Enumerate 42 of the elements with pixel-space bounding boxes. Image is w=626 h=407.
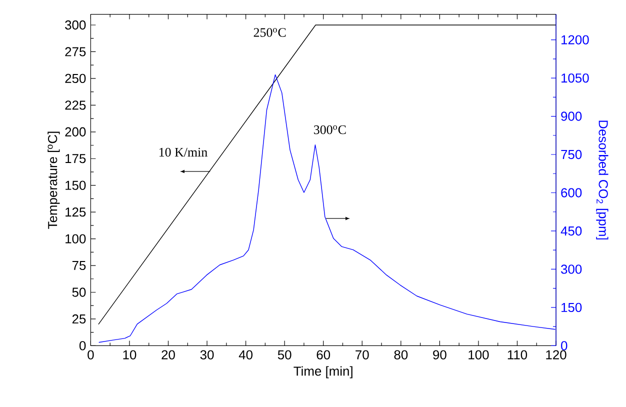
y-axis-title: Temperature [$^{o}$C] [48, 132, 60, 229]
annotation: 250$^{o}$C [254, 28, 286, 37]
y-tick-label: 225 [65, 100, 86, 110]
y-tick-label: 250 [65, 74, 86, 84]
y-tick-label: 25 [72, 314, 86, 324]
y-tick-label: 125 [66, 207, 86, 217]
y-tick-label: 150 [66, 180, 86, 190]
x-tick-label: 80 [394, 350, 408, 360]
y-tick-label: 50 [72, 288, 86, 297]
x-tick-label: 90 [433, 350, 446, 360]
y2-tick-label: 600 [561, 188, 582, 198]
y2-tick-label: 300 [561, 264, 582, 274]
y-tick-label: 275 [65, 47, 86, 56]
x-tick-label: 10 [123, 350, 136, 360]
x-tick-label: 60 [316, 350, 330, 360]
y-tick-label: 75 [72, 261, 86, 270]
line-series [98, 74, 556, 343]
y2-tick-label: 1050 [562, 73, 589, 83]
y-tick-label: 100 [66, 234, 86, 244]
y2-tick-label: 1200 [562, 35, 589, 44]
x-tick-label: 70 [356, 350, 369, 360]
x-tick-label: 40 [238, 350, 252, 360]
x-tick-label: 0 [88, 350, 94, 360]
annotation: 300$^{o}$C [314, 125, 346, 134]
y2-tick-label: 450 [560, 226, 582, 236]
x-tick-label: 100 [468, 350, 489, 360]
x-tick-label: 50 [278, 350, 292, 360]
y-tick-label: 300 [65, 20, 86, 30]
y-tick-label: 175 [66, 154, 86, 164]
annotation: 10 K/min [159, 148, 208, 157]
y-tick-label: 200 [65, 127, 86, 136]
x-tick-label: 20 [162, 350, 175, 360]
y2-tick-label: 150 [562, 302, 582, 312]
y2-axis-title: Desorbed CO$_{2}$ [ppm] [596, 120, 608, 240]
y2-tick-label: 0 [561, 341, 568, 350]
y-tick-label: 0 [79, 341, 86, 350]
y2-tick-label: 750 [561, 150, 582, 160]
y2-tick-label: 900 [561, 112, 582, 121]
x-tick-label: 120 [546, 350, 566, 360]
x-tick-label: 30 [200, 350, 214, 360]
x-axis-title: Time [min] [294, 366, 352, 378]
x-tick-label: 110 [508, 350, 528, 360]
